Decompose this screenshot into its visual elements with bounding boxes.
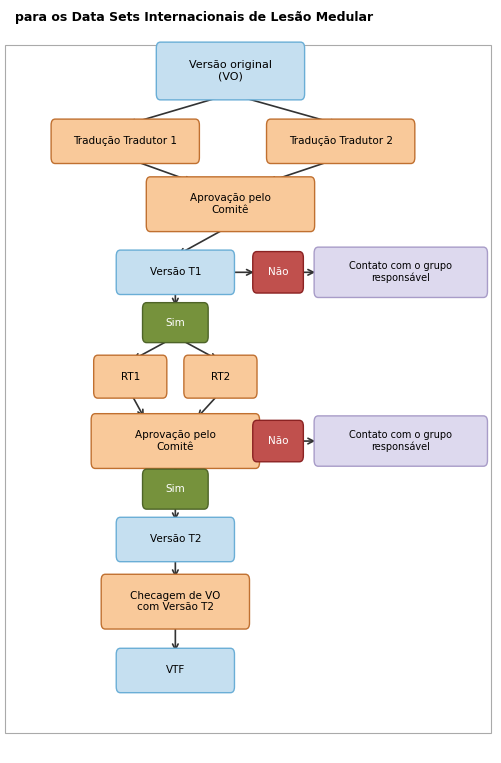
- Text: Contato com o grupo
responsável: Contato com o grupo responsável: [349, 261, 452, 283]
- Text: VTF: VTF: [166, 665, 185, 675]
- FancyBboxPatch shape: [146, 177, 315, 232]
- FancyBboxPatch shape: [253, 420, 303, 462]
- FancyBboxPatch shape: [116, 517, 234, 562]
- Text: para os Data Sets Internacionais de Lesão Medular: para os Data Sets Internacionais de Lesã…: [15, 11, 373, 24]
- Text: RT2: RT2: [211, 372, 230, 382]
- FancyBboxPatch shape: [116, 649, 234, 693]
- Text: Aprovação pelo
Comitê: Aprovação pelo Comitê: [190, 193, 271, 215]
- FancyBboxPatch shape: [267, 119, 415, 163]
- Text: Tradução Tradutor 1: Tradução Tradutor 1: [73, 137, 177, 146]
- Text: Checagem de VO
com Versão T2: Checagem de VO com Versão T2: [130, 591, 220, 613]
- FancyBboxPatch shape: [91, 414, 260, 468]
- FancyBboxPatch shape: [142, 469, 208, 509]
- Text: Contato com o grupo
responsável: Contato com o grupo responsável: [349, 430, 452, 452]
- Text: Versão original
(VO): Versão original (VO): [189, 60, 272, 82]
- FancyBboxPatch shape: [253, 252, 303, 293]
- Text: RT1: RT1: [121, 372, 140, 382]
- Text: Aprovação pelo
Comitê: Aprovação pelo Comitê: [135, 430, 216, 452]
- FancyBboxPatch shape: [51, 119, 199, 163]
- Text: Não: Não: [268, 267, 288, 277]
- Text: Não: Não: [268, 436, 288, 446]
- FancyBboxPatch shape: [101, 575, 249, 629]
- FancyBboxPatch shape: [142, 303, 208, 343]
- Text: Versão T2: Versão T2: [150, 535, 201, 545]
- FancyBboxPatch shape: [156, 42, 305, 100]
- FancyBboxPatch shape: [314, 247, 487, 298]
- FancyBboxPatch shape: [116, 250, 234, 295]
- Text: Tradução Tradutor 2: Tradução Tradutor 2: [289, 137, 393, 146]
- Text: Versão T1: Versão T1: [150, 267, 201, 277]
- FancyBboxPatch shape: [94, 356, 167, 398]
- FancyBboxPatch shape: [314, 416, 487, 466]
- Text: Sim: Sim: [165, 485, 185, 494]
- FancyBboxPatch shape: [184, 356, 257, 398]
- Text: Sim: Sim: [165, 317, 185, 327]
